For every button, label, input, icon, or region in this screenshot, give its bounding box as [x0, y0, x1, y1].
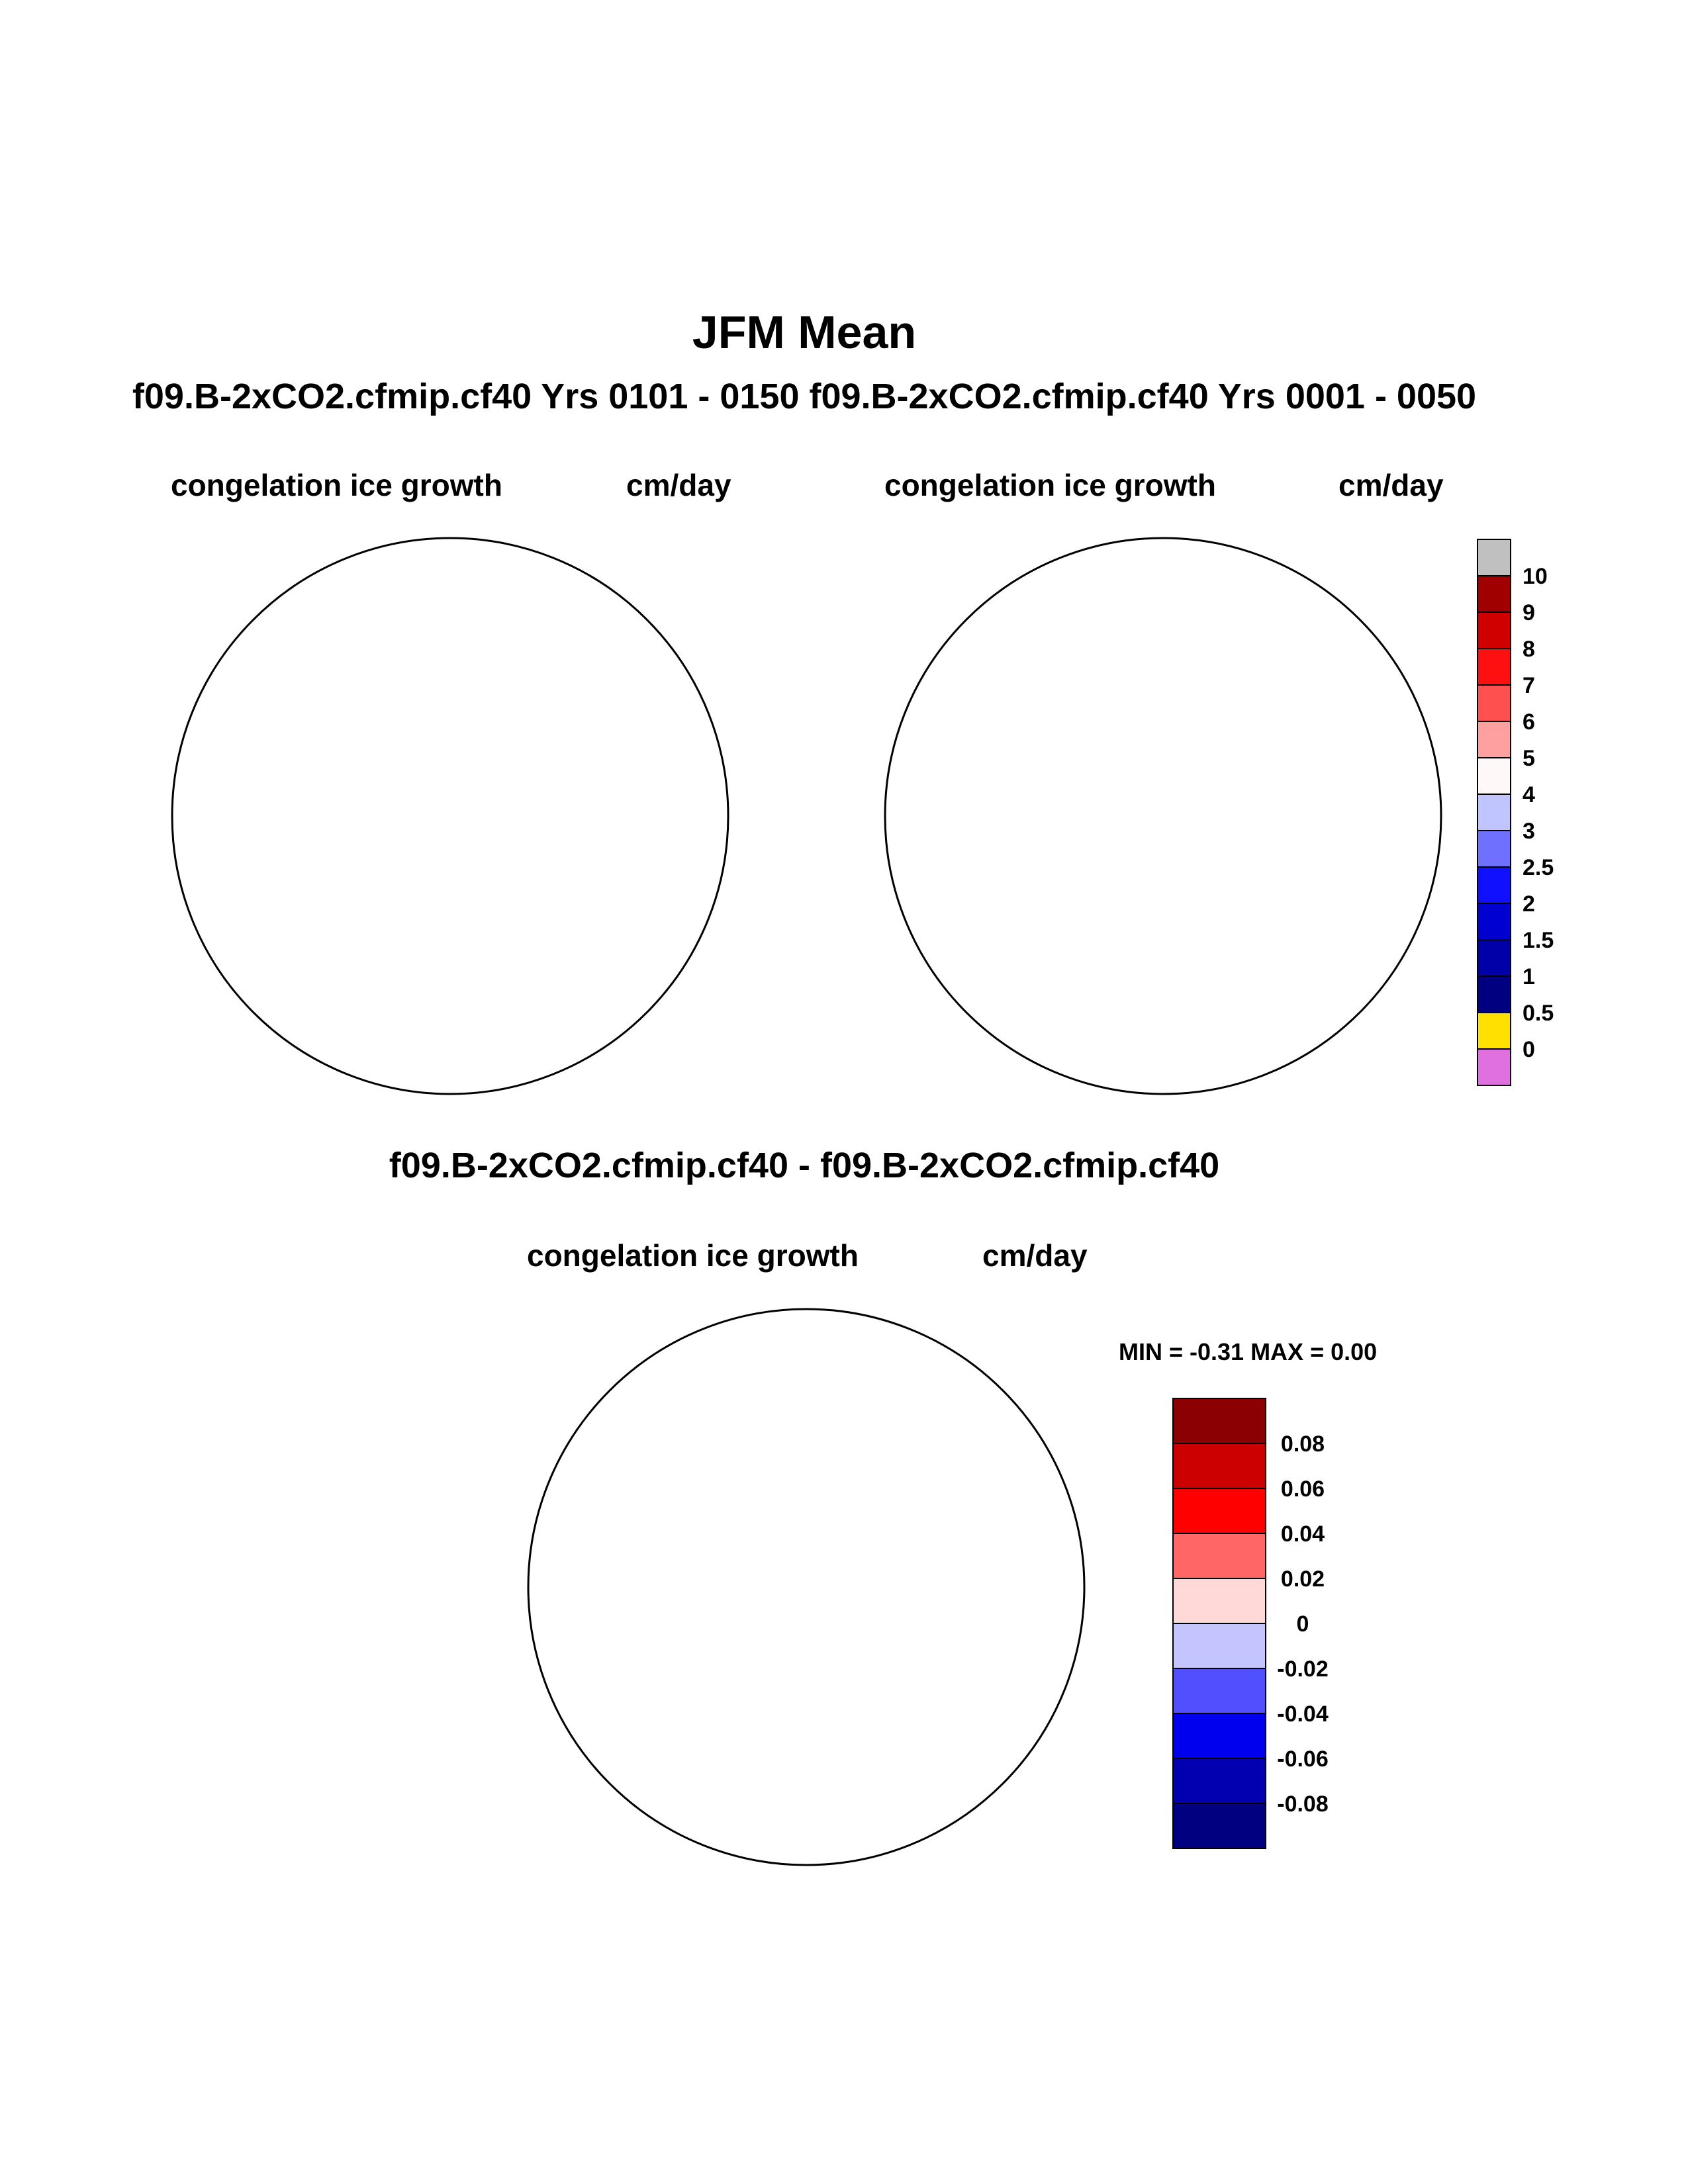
colorbar-diff-swatch	[1172, 1623, 1266, 1669]
colorbar-diff-tick-label: 0.06	[1281, 1477, 1325, 1502]
colorbar-top-swatch	[1477, 539, 1511, 576]
left-map	[171, 537, 729, 1095]
colorbar-top-tick-label: 9	[1523, 600, 1535, 625]
colorbar-top-swatch	[1477, 1048, 1511, 1086]
colorbar-top-tick-label: 0	[1523, 1037, 1535, 1062]
colorbar-diff-tick-label: -0.08	[1277, 1792, 1329, 1817]
colorbar-top-swatch	[1477, 976, 1511, 1013]
diff-map-ocean	[528, 1309, 1084, 1865]
colorbar-diff: 0.08 0.06 0.04 0.02 0 -0.02 -0.04 -0.06 -0.08	[1172, 1398, 1329, 1849]
colorbar-top-tick-label: 7	[1523, 673, 1535, 698]
colorbar-diff-swatch	[1172, 1578, 1266, 1624]
colorbar-diff-tick-label: 0.08	[1281, 1432, 1325, 1457]
right-panel-units: cm/day	[1338, 468, 1444, 502]
colorbar-top-tick-label: 2.5	[1523, 855, 1554, 880]
colorbar-diff-tick-label: 0	[1297, 1612, 1309, 1637]
diff-map	[527, 1308, 1086, 1866]
colorbar-top-tick-label: 4	[1523, 782, 1535, 807]
colorbar-diff-tick-label: -0.06	[1277, 1747, 1329, 1772]
colorbar-top-swatch	[1477, 612, 1511, 649]
diff-panel-variable: congelation ice growth	[527, 1238, 859, 1273]
colorbar-top-tick-label: 1	[1523, 964, 1535, 989]
colorbar-top-swatch	[1477, 648, 1511, 686]
colorbar-diff-swatch	[1172, 1758, 1266, 1804]
colorbar-top-tick-label: 5	[1523, 746, 1535, 771]
colorbar-top-swatch	[1477, 866, 1511, 904]
difference-title: f09.B-2xCO2.cfmip.cf40 - f09.B-2xCO2.cfm…	[389, 1146, 1220, 1185]
left-map-ocean	[172, 538, 728, 1094]
right-map-border	[884, 537, 1442, 1095]
left-map-border	[171, 537, 729, 1095]
colorbar-diff-tick-label: -0.04	[1277, 1702, 1329, 1727]
left-panel-variable: congelation ice growth	[171, 468, 502, 502]
diff-panel-units: cm/day	[982, 1238, 1088, 1273]
colorbar-top-swatch	[1477, 575, 1511, 613]
colorbar-top-swatch	[1477, 1012, 1511, 1050]
colorbar-top-swatch	[1477, 684, 1511, 722]
colorbar-top-swatch	[1477, 721, 1511, 758]
colorbar-diff-swatch	[1172, 1443, 1266, 1489]
diff-minmax-label: MIN = -0.31 MAX = 0.00	[1119, 1338, 1378, 1365]
colorbar-diff-tick-label: 0.02	[1281, 1567, 1325, 1592]
colorbar-top-swatch	[1477, 903, 1511, 940]
colorbar-top-swatch	[1477, 830, 1511, 868]
colorbar-diff-swatch	[1172, 1533, 1266, 1579]
left-panel-units: cm/day	[626, 468, 731, 502]
colorbar-top-tick-label: 8	[1523, 637, 1535, 662]
colorbar-top-tick-label: 0.5	[1523, 1001, 1554, 1026]
colorbar-diff-swatch	[1172, 1398, 1266, 1444]
figure-subtitle: f09.B-2xCO2.cfmip.cf40 Yrs 0101 - 0150 f…	[132, 377, 1477, 416]
colorbar-diff-swatch	[1172, 1713, 1266, 1759]
colorbar-top-tick-label: 2	[1523, 891, 1535, 917]
colorbar-diff-tick-label: 0.04	[1281, 1522, 1325, 1547]
colorbar-diff-swatch	[1172, 1668, 1266, 1714]
colorbar-diff-swatch	[1172, 1803, 1266, 1849]
colorbar-top-tick-label: 6	[1523, 709, 1535, 735]
diff-map-border	[527, 1308, 1086, 1866]
right-map	[884, 537, 1442, 1095]
colorbar-diff-tick-label: -0.02	[1277, 1657, 1329, 1682]
colorbar-top-swatch	[1477, 794, 1511, 831]
colorbar-top-tick-label: 3	[1523, 819, 1535, 844]
right-map-ocean	[885, 538, 1441, 1094]
colorbar-top-tick-label: 1.5	[1523, 928, 1554, 953]
colorbar-top-tick-label: 10	[1523, 564, 1548, 589]
colorbar-diff-swatch	[1172, 1488, 1266, 1534]
colorbar-top-swatch	[1477, 757, 1511, 795]
figure-title: JFM Mean	[692, 306, 917, 358]
right-panel-variable: congelation ice growth	[884, 468, 1216, 502]
colorbar-top-swatch	[1477, 939, 1511, 977]
colorbar-top: 10 9 8 7 6 5 4 3 2.5 2 1.5 1 0.5 0	[1477, 539, 1554, 1086]
